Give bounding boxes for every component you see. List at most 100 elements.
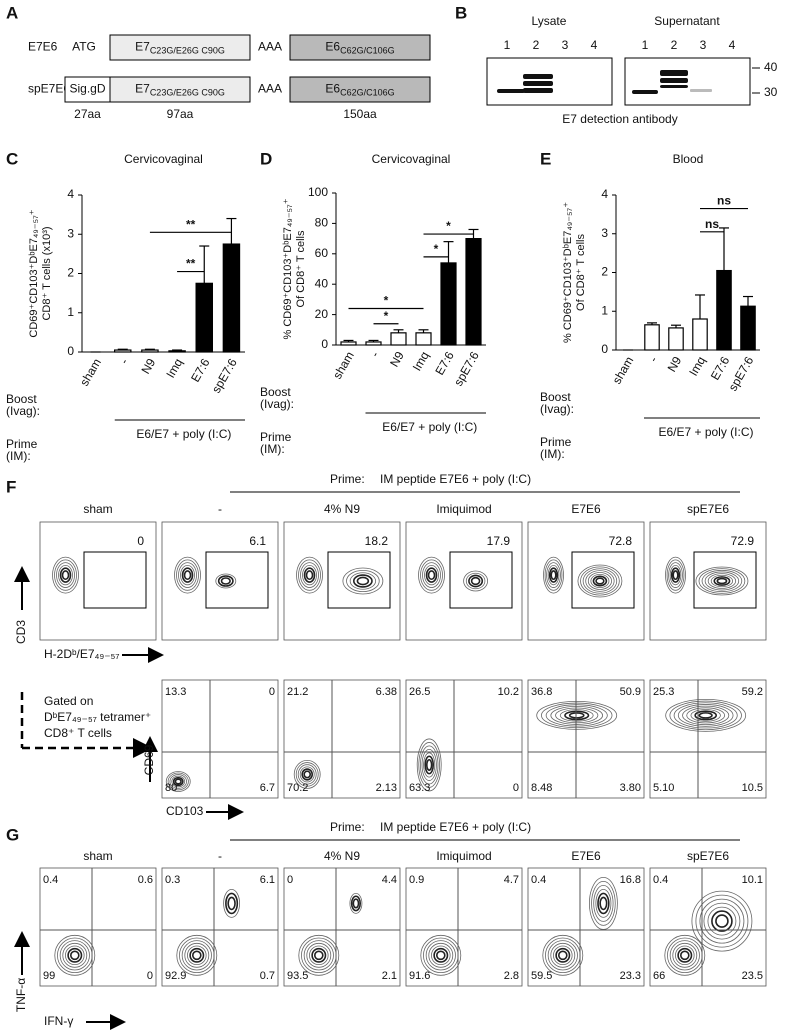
gate-value: 18.2 xyxy=(365,534,389,548)
x-tick-label: spE7:6 xyxy=(209,356,240,396)
contour xyxy=(682,705,730,726)
e6-mutations: C62G/C106G xyxy=(340,46,395,56)
contour xyxy=(181,567,194,583)
e7-label: E7C23G/E26G C90G xyxy=(135,40,225,56)
contour xyxy=(468,574,484,588)
bar xyxy=(390,332,407,346)
bar xyxy=(168,350,186,353)
contours xyxy=(665,556,749,596)
start-codon: ATG xyxy=(72,40,96,54)
contour xyxy=(220,577,231,585)
contour xyxy=(716,577,728,585)
error-bar xyxy=(172,349,183,351)
contour xyxy=(544,559,563,591)
gate-value: 72.9 xyxy=(731,534,755,548)
prime-label: (IM): xyxy=(260,442,285,456)
flow-plot xyxy=(39,521,157,641)
bar xyxy=(668,327,684,351)
x-tick-label: - xyxy=(117,356,131,366)
contour xyxy=(61,570,70,581)
contour xyxy=(592,575,608,587)
contour xyxy=(54,559,77,591)
contour xyxy=(187,945,207,966)
contour xyxy=(707,573,737,589)
quadrant-value: 4.7 xyxy=(504,874,519,886)
length-label: 27aa xyxy=(74,107,101,121)
bar xyxy=(740,305,756,351)
error-bar xyxy=(647,322,657,325)
contour xyxy=(58,565,73,586)
flow-plot xyxy=(527,679,645,799)
contour xyxy=(587,572,612,590)
bar xyxy=(644,324,660,351)
quadrant-value: 91.6 xyxy=(409,970,430,982)
y-axis-label: Of CD8⁺ T cells xyxy=(295,230,307,307)
x-tick-label: sham xyxy=(610,354,637,386)
error-bar xyxy=(743,295,753,307)
contour xyxy=(713,576,731,586)
contour xyxy=(420,934,462,976)
y-tick-label: 4 xyxy=(67,187,74,201)
contour xyxy=(313,950,324,961)
panel-letter: A xyxy=(6,3,18,22)
panel-letter: B xyxy=(455,3,467,22)
quadrant-value: 70.2 xyxy=(287,782,308,794)
x-tick-label: spE7:6 xyxy=(726,354,757,394)
contour xyxy=(470,576,481,586)
x-tick-label: N9 xyxy=(665,354,685,375)
quadrant-value: 92.9 xyxy=(165,970,186,982)
contour xyxy=(691,890,753,952)
column-title: 4% N9 xyxy=(324,849,360,863)
x-axis-label: IFN-γ xyxy=(44,1014,73,1028)
lane-label: 4 xyxy=(591,38,598,52)
prime-label: (IM): xyxy=(540,447,565,461)
y-tick-label: 20 xyxy=(315,307,329,321)
contour xyxy=(715,914,729,928)
contour xyxy=(180,565,195,586)
contours xyxy=(536,701,618,730)
y-axis-label: % CD69⁺CD103⁺DᵇE7₄₉₋₅₇⁺ xyxy=(282,198,294,339)
contour xyxy=(422,562,441,588)
contours xyxy=(420,934,462,976)
contour xyxy=(300,562,319,588)
blot-band xyxy=(690,89,712,92)
contour xyxy=(582,568,618,594)
contour xyxy=(420,745,439,785)
prime-text: E6/E7 + poly (I:C) xyxy=(136,427,231,441)
contour xyxy=(215,573,237,589)
quadrant-value: 2.1 xyxy=(382,970,397,982)
lane-label: 3 xyxy=(700,38,707,52)
quadrant-value: 0 xyxy=(513,782,519,794)
contour xyxy=(672,570,679,581)
y-tick-label: 80 xyxy=(315,216,329,230)
contour xyxy=(590,574,610,588)
y-tick-label: 40 xyxy=(315,276,329,290)
quadrant-value: 21.2 xyxy=(287,686,308,698)
e7-name: E7 xyxy=(135,82,150,96)
prime-text: IM peptide E7E6 + poly (I:C) xyxy=(380,472,531,486)
lane-label: 3 xyxy=(562,38,569,52)
flow-plot xyxy=(161,867,279,987)
quadrant-value: 63.3 xyxy=(409,782,430,794)
contour xyxy=(165,771,191,792)
contour xyxy=(184,942,210,968)
column-title: E7E6 xyxy=(571,849,601,863)
boost-label: Boost xyxy=(260,385,291,399)
lane-label: 2 xyxy=(533,38,540,52)
contour xyxy=(350,895,362,912)
contour xyxy=(564,710,590,721)
x-tick-label: Imq xyxy=(410,349,432,373)
contour xyxy=(305,570,314,581)
x-tick-label: Imq xyxy=(163,356,185,380)
quadrant-value: 36.8 xyxy=(531,686,552,698)
contour xyxy=(295,762,319,787)
x-tick-label: Imq xyxy=(686,354,708,378)
quadrant-value: 2.13 xyxy=(376,782,397,794)
contour xyxy=(666,559,685,591)
contour xyxy=(352,574,373,588)
contour xyxy=(227,896,236,911)
contour xyxy=(435,950,446,961)
y-tick-label: 0 xyxy=(601,342,608,356)
